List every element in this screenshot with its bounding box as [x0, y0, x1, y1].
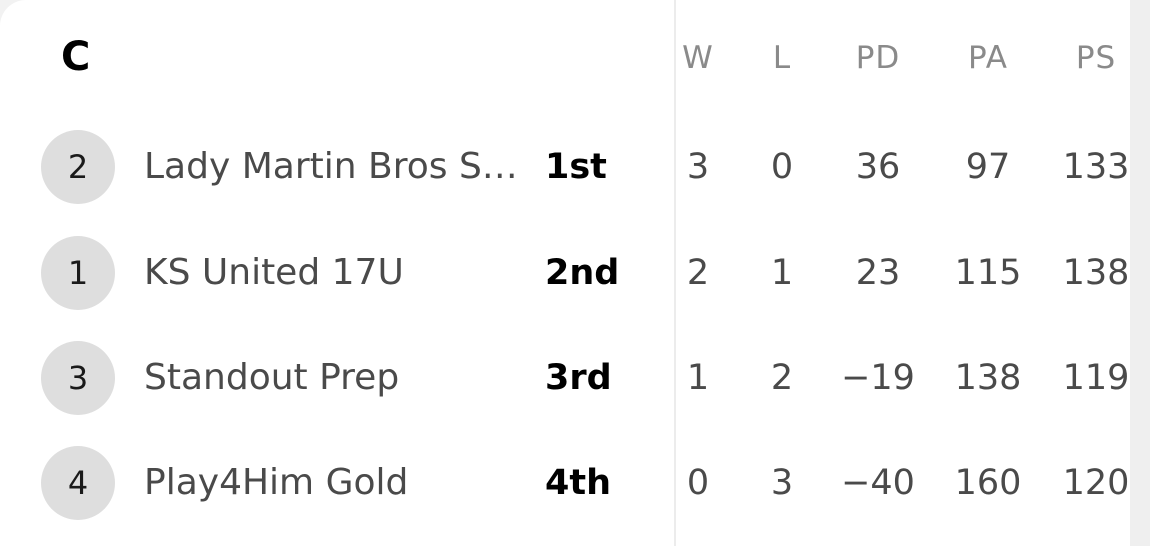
place-label: 1st — [545, 147, 607, 187]
stat-pd: −40 — [841, 463, 915, 503]
stat-pd: −19 — [841, 358, 915, 398]
column-header-l: L — [772, 40, 792, 76]
stat-pd: 36 — [855, 147, 901, 187]
standings-row[interactable]: 3 Standout Prep 3rd 1 2 −19 138 119 — [0, 334, 1130, 424]
stat-w: 2 — [686, 253, 710, 293]
column-header-pd: PD — [855, 40, 901, 76]
seed-badge: 2 — [41, 130, 115, 204]
seed-badge: 1 — [41, 236, 115, 310]
stat-l: 0 — [770, 147, 794, 187]
place-label: 4th — [545, 463, 612, 503]
group-title: C — [61, 34, 91, 80]
team-name[interactable]: KS United 17U — [144, 252, 404, 293]
scroll-edge — [1130, 0, 1150, 546]
team-name[interactable]: Lady Martin Bros S… — [144, 146, 518, 187]
stat-ps: 133 — [1062, 147, 1130, 187]
stat-ps: 138 — [1062, 253, 1130, 293]
stat-ps: 119 — [1062, 358, 1130, 398]
column-divider — [674, 0, 676, 546]
stat-pa: 138 — [954, 358, 1022, 398]
seed-badge: 4 — [41, 446, 115, 520]
standings-row[interactable]: 1 KS United 17U 2nd 2 1 23 115 138 — [0, 229, 1130, 319]
stat-pa: 160 — [954, 463, 1022, 503]
team-name[interactable]: Play4Him Gold — [144, 462, 409, 503]
stat-w: 0 — [686, 463, 710, 503]
stat-w: 1 — [686, 358, 710, 398]
standings-row[interactable]: 4 Play4Him Gold 4th 0 3 −40 160 120 — [0, 439, 1130, 529]
stat-l: 2 — [770, 358, 794, 398]
stat-pa: 97 — [965, 147, 1011, 187]
stat-l: 3 — [770, 463, 794, 503]
stat-pd: 23 — [855, 253, 901, 293]
column-header-w: W — [682, 40, 714, 76]
stat-pa: 115 — [954, 253, 1022, 293]
column-header-ps: PS — [1075, 40, 1117, 76]
stat-ps: 120 — [1062, 463, 1130, 503]
place-label: 3rd — [545, 358, 612, 398]
column-header-pa: PA — [968, 40, 1008, 76]
place-label: 2nd — [545, 253, 620, 293]
standings-row[interactable]: 2 Lady Martin Bros S… 1st 3 0 36 97 133 — [0, 123, 1130, 213]
team-name[interactable]: Standout Prep — [144, 357, 400, 398]
seed-badge: 3 — [41, 341, 115, 415]
stat-l: 1 — [770, 253, 794, 293]
stat-w: 3 — [686, 147, 710, 187]
